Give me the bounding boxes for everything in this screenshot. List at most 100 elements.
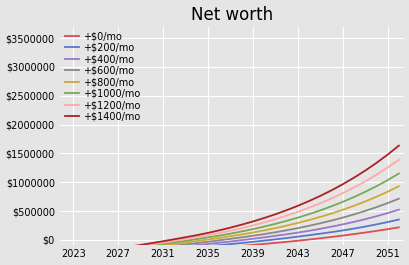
+$400/mo [227,240,232,243]
+$1000/mo [82,252,87,255]
+$200/mo [216,244,221,247]
+$1200/mo [93,250,98,254]
+$200/mo [194,246,199,249]
+$1000/mo [171,241,176,244]
+$800/mo [93,251,98,255]
+$800/mo [205,238,210,241]
+$800/mo [328,212,333,215]
+$200/mo [115,251,120,254]
+$800/mo [362,200,367,203]
+$0/mo [261,242,266,246]
+$0/mo [238,244,243,248]
+$200/mo [82,253,87,257]
+$1400/mo [294,204,299,207]
+$1000/mo [238,230,243,233]
+$0/mo [115,252,120,255]
Line: +$400/mo: +$400/mo [62,210,398,256]
+$1200/mo [373,173,378,176]
+$1400/mo [227,226,232,229]
+$1200/mo [171,239,176,242]
+$400/mo [250,237,255,240]
+$600/mo [306,224,311,227]
+$0/mo [138,251,143,254]
+$200/mo [272,238,277,241]
+$0/mo [171,249,176,252]
+$1000/mo [138,245,143,249]
+$1400/mo [115,247,120,250]
+$1000/mo [283,219,288,223]
+$1200/mo [205,234,210,237]
+$600/mo [272,231,277,234]
+$800/mo [216,236,221,240]
+$200/mo [59,254,64,258]
+$800/mo [194,240,199,243]
Title: Net worth: Net worth [191,6,272,24]
+$1000/mo [216,234,221,237]
+$400/mo [171,246,176,249]
+$1000/mo [396,172,400,175]
+$0/mo [317,237,322,240]
+$600/mo [205,240,210,243]
+$1400/mo [126,245,131,248]
+$1000/mo [384,179,389,182]
+$0/mo [93,253,98,256]
+$1000/mo [205,236,210,239]
+$400/mo [283,233,288,236]
+$1000/mo [115,248,120,251]
+$800/mo [317,215,322,219]
+$1400/mo [70,253,75,256]
+$800/mo [294,221,299,224]
+$1400/mo [384,153,389,156]
+$0/mo [104,253,109,256]
+$1200/mo [227,229,232,232]
+$400/mo [362,218,367,221]
+$1000/mo [294,216,299,219]
+$600/mo [115,250,120,253]
+$1000/mo [317,209,322,212]
+$800/mo [115,249,120,252]
+$800/mo [227,235,232,238]
+$600/mo [396,197,400,200]
+$1400/mo [205,231,210,235]
+$0/mo [351,232,355,236]
+$600/mo [93,252,98,255]
+$400/mo [238,238,243,242]
+$400/mo [384,211,389,215]
+$0/mo [205,247,210,250]
+$1000/mo [351,196,355,199]
+$1000/mo [160,242,165,246]
+$1200/mo [294,210,299,213]
+$600/mo [339,216,344,219]
+$200/mo [238,241,243,245]
+$1000/mo [93,251,98,254]
+$1000/mo [328,205,333,208]
+$400/mo [272,234,277,237]
+$1000/mo [182,239,187,242]
+$800/mo [261,229,266,232]
+$800/mo [283,224,288,227]
+$1200/mo [261,221,266,224]
+$800/mo [149,245,154,249]
+$400/mo [351,220,355,223]
+$1400/mo [250,220,255,223]
+$1000/mo [250,228,255,231]
+$1000/mo [59,254,64,258]
+$0/mo [294,239,299,242]
+$200/mo [93,253,98,256]
+$1400/mo [182,236,187,239]
+$800/mo [373,195,378,198]
+$1200/mo [138,244,143,248]
Line: +$600/mo: +$600/mo [62,199,398,256]
+$1200/mo [272,218,277,221]
+$200/mo [171,247,176,250]
+$0/mo [70,254,75,257]
+$200/mo [362,225,367,228]
+$600/mo [194,242,199,245]
+$0/mo [396,226,400,229]
+$200/mo [294,235,299,238]
+$600/mo [160,245,165,249]
+$400/mo [396,208,400,211]
+$1000/mo [272,222,277,226]
+$200/mo [339,229,344,232]
+$200/mo [104,252,109,255]
